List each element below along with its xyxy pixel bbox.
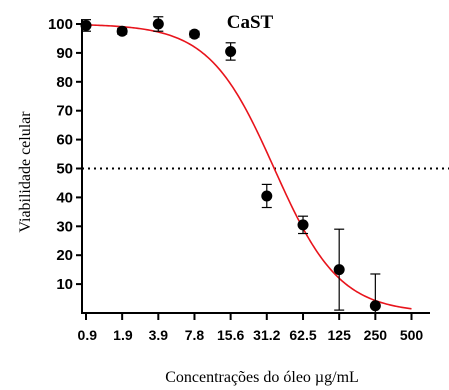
- data-point: [188, 28, 200, 40]
- x-tick-label: 7.8: [185, 327, 205, 343]
- data-point: [261, 190, 273, 202]
- data-point-group: [152, 16, 164, 32]
- x-tick-label: 3.9: [149, 327, 169, 343]
- data-point: [225, 45, 237, 57]
- x-tick-label: 0.9: [78, 327, 98, 343]
- data-point-group: [80, 19, 92, 32]
- data-point-group: [225, 42, 237, 61]
- x-axis-label: Concentrações do óleo µg/mL: [165, 369, 359, 386]
- y-tick-label: 100: [48, 16, 73, 33]
- x-tick-label: 62.5: [289, 327, 316, 343]
- y-axis-label: Viabilidade celular: [17, 111, 34, 233]
- x-tick-label: 500: [400, 327, 424, 343]
- y-tick-label: 70: [56, 103, 73, 120]
- y-tick-label: 60: [56, 132, 73, 149]
- x-tick-label: 250: [364, 327, 388, 343]
- chart-title: CaST: [227, 12, 274, 33]
- y-tick-label: 90: [56, 45, 73, 62]
- y-tick-label: 20: [56, 247, 73, 264]
- data-point: [297, 219, 309, 231]
- y-tick-label: 80: [56, 74, 73, 91]
- data-point: [80, 19, 92, 31]
- axes: 10 20 30 40 50 60 70 80 90 100 0.9 1.9 3.9 7.8 15.6 31.…: [48, 16, 430, 343]
- data-point-group: [333, 228, 345, 311]
- x-tick-label: 31.2: [253, 327, 280, 343]
- data-points: [80, 16, 381, 314]
- data-point-group: [116, 25, 128, 37]
- x-tick-label: 15.6: [217, 327, 244, 343]
- y-tick-label: 10: [56, 276, 73, 293]
- data-point: [116, 25, 128, 37]
- y-tick-label: 40: [56, 189, 73, 206]
- fit-curve: [80, 23, 412, 310]
- x-tick-label: 125: [328, 327, 352, 343]
- data-point: [152, 18, 164, 30]
- data-point-group: [297, 215, 309, 235]
- data-point-group: [188, 28, 200, 40]
- data-point-group: [261, 183, 273, 209]
- y-tick-label: 30: [56, 218, 73, 235]
- data-point: [333, 264, 345, 276]
- data-point-group: [369, 273, 381, 314]
- data-point: [369, 300, 381, 312]
- x-tick-label: 1.9: [113, 327, 133, 343]
- y-tick-label: 50: [56, 161, 73, 178]
- fit-curve-layer: [80, 23, 412, 310]
